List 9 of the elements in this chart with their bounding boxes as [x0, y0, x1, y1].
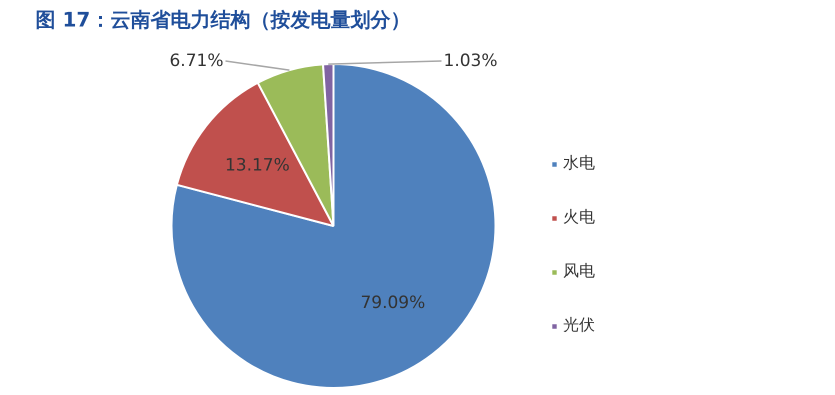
- data-label: 6.71%: [169, 51, 224, 71]
- data-label: 79.09%: [360, 292, 426, 313]
- legend-label: 光伏: [563, 315, 595, 336]
- legend-label: 风电: [563, 261, 595, 282]
- data-label: 1.03%: [444, 51, 498, 71]
- data-label: 13.17%: [224, 156, 290, 176]
- legend-label: 火电: [563, 207, 595, 228]
- chart-title: 图 17：云南省电力结构（按发电量划分）: [36, 8, 410, 32]
- legend-label: 水电: [563, 153, 595, 174]
